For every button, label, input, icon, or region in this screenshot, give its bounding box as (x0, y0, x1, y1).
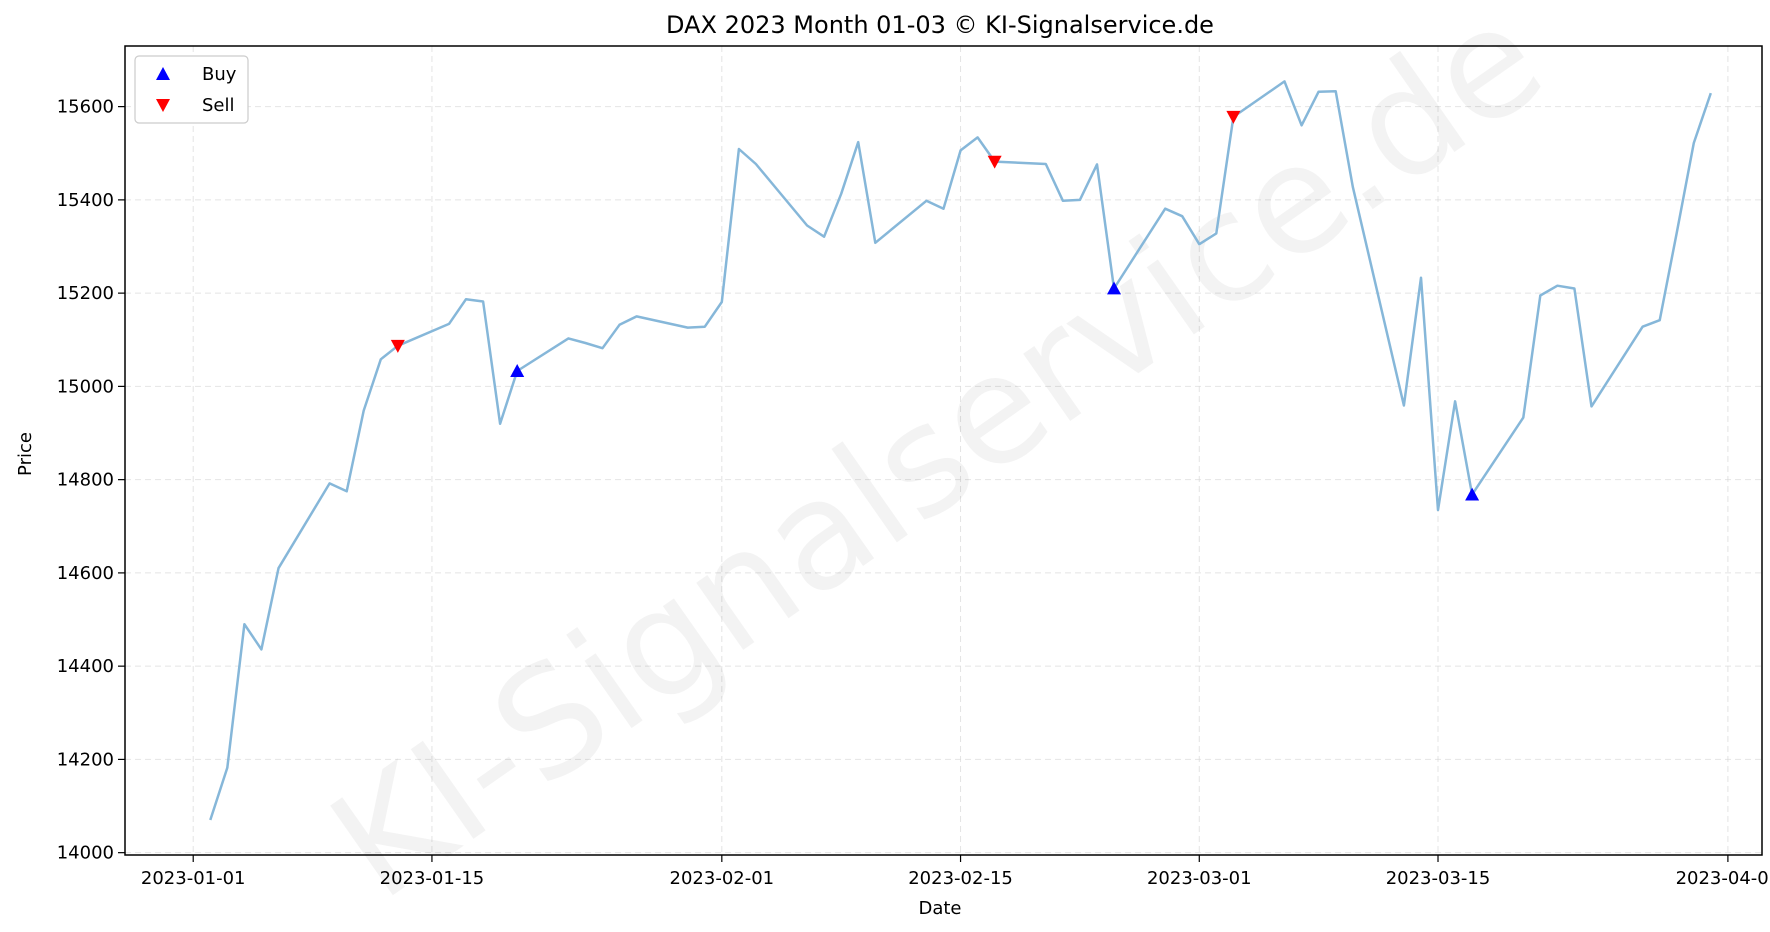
plot-frame (124, 45, 1763, 856)
buy-marker (1107, 281, 1122, 295)
price-line (209, 80, 1712, 821)
plot-background (125, 46, 1762, 855)
sell-marker (987, 155, 1002, 169)
legend-sell-marker (156, 99, 170, 112)
x-tick-label: 2023-01-15 (380, 868, 485, 889)
grid (125, 46, 1762, 855)
y-tick-label: 14400 (57, 656, 114, 677)
chart-title: DAX 2023 Month 01-03 © KI-Signalservice.… (666, 11, 1214, 39)
legend-buy-marker (156, 67, 170, 80)
y-tick-label: 15200 (57, 283, 114, 304)
x-tick-label: 2023-02-15 (908, 868, 1013, 889)
y-axis-label: Price (15, 432, 36, 476)
sell-marker (390, 339, 405, 353)
x-axis: 2023-01-01 2023-01-15 2023-02-01 2023-02-15… (141, 855, 1770, 889)
sell-marker (1226, 110, 1241, 124)
y-tick-label: 14000 (57, 843, 114, 864)
legend-label-sell: Sell (202, 95, 235, 116)
legend-label-buy: Buy (202, 64, 237, 85)
y-tick-label: 15600 (57, 97, 114, 118)
x-tick-label: 2023-02-01 (670, 868, 775, 889)
buy-marker (1465, 487, 1480, 501)
y-tick-label: 14200 (57, 749, 114, 770)
buy-marker (510, 363, 525, 377)
x-axis-label: Date (918, 898, 961, 919)
y-tick-label: 14600 (57, 563, 114, 584)
x-tick-label: 2023-01-01 (141, 868, 246, 889)
y-tick-label: 15400 (57, 190, 114, 211)
x-tick-label: 2023-04-01 (1676, 868, 1770, 889)
x-tick-label: 2023-03-15 (1386, 868, 1491, 889)
y-tick-label: 14800 (57, 470, 114, 491)
y-tick-label: 15000 (57, 376, 114, 397)
plot-area: KI-Signalservice.de (124, 0, 1763, 932)
legend: Buy Sell (134, 55, 249, 124)
y-axis: 14000 14200 14400 14600 14800 15000 15200 15400… (57, 97, 125, 864)
signal-markers (390, 110, 1480, 501)
x-tick-label: 2023-03-01 (1147, 868, 1252, 889)
